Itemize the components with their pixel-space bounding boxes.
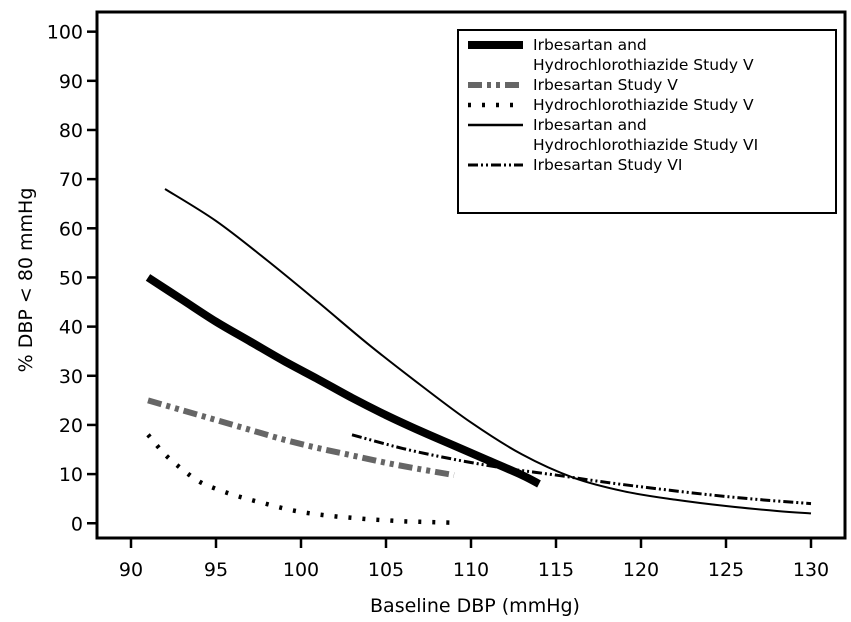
y-axis-ticks: 0 10 20 30 40 50 60 70 80 90 100 — [47, 22, 97, 535]
legend: Irbesartan and Hydrochlorothiazide Study … — [457, 29, 837, 214]
y-axis-title: % DBP < 80 mmHg — [15, 188, 37, 373]
x-tick-label: 95 — [204, 559, 228, 581]
y-tick-label: 20 — [59, 415, 83, 437]
x-axis-title: Baseline DBP (mmHg) — [370, 595, 580, 617]
legend-label: Irbesartan Study V — [533, 76, 678, 94]
legend-label: Irbesartan and — [533, 116, 647, 134]
y-tick-label: 90 — [59, 71, 83, 93]
x-tick-label: 100 — [283, 559, 319, 581]
legend-label: Irbesartan Study VI — [533, 156, 682, 174]
y-tick-label: 30 — [59, 366, 83, 388]
y-tick-label: 80 — [59, 120, 83, 142]
series-line-5 — [351, 433, 812, 506]
x-tick-label: 115 — [538, 559, 574, 581]
series-line-1 — [145, 274, 541, 488]
series-line-3 — [146, 433, 455, 526]
x-tick-label: 90 — [119, 559, 143, 581]
series-line-4 — [164, 188, 812, 515]
x-axis-ticks: 90 95 100 105 110 115 120 125 130 — [119, 538, 829, 581]
y-tick-label: 100 — [47, 22, 83, 44]
y-tick-label: 10 — [59, 464, 83, 486]
x-tick-label: 105 — [368, 559, 404, 581]
x-tick-label: 125 — [708, 559, 744, 581]
x-tick-label: 120 — [623, 559, 659, 581]
y-tick-label: 60 — [59, 218, 83, 240]
x-tick-label: 130 — [793, 559, 829, 581]
y-tick-label: 70 — [59, 169, 83, 191]
series-lines — [145, 188, 812, 526]
series-line-2 — [147, 397, 455, 479]
legend-label: Hydrochlorothiazide Study VI — [533, 136, 758, 154]
legend-label: Hydrochlorothiazide Study V — [533, 56, 754, 74]
y-tick-label: 0 — [71, 513, 83, 535]
y-tick-label: 50 — [59, 267, 83, 289]
legend-label: Irbesartan and — [533, 36, 647, 54]
legend-box — [457, 29, 837, 214]
x-tick-label: 110 — [453, 559, 489, 581]
legend-label: Hydrochlorothiazide Study V — [533, 96, 754, 114]
y-tick-label: 40 — [59, 317, 83, 339]
